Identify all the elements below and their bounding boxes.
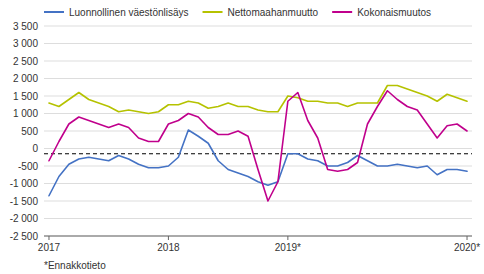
legend-swatch bbox=[332, 11, 352, 13]
grid-line bbox=[44, 218, 472, 219]
y-tick-label: 3 500 bbox=[13, 21, 38, 32]
x-tick-label: 2017 bbox=[38, 242, 61, 253]
x-axis: 2017 2018 2019* 2020* bbox=[38, 236, 480, 253]
chart: -2 500 -2 000 -1 500 -1 000 -500 0 500 1 000 1 5… bbox=[0, 0, 484, 274]
grid-line bbox=[44, 43, 472, 44]
grid-line bbox=[44, 61, 472, 62]
reference-line bbox=[44, 153, 472, 154]
y-tick-labels: -2 500 -2 000 -1 500 -1 000 -500 0 500 1 000 1 5… bbox=[10, 21, 39, 242]
grid-line bbox=[44, 26, 472, 27]
grid-line bbox=[44, 148, 472, 149]
y-tick-label: 2 500 bbox=[13, 56, 38, 67]
series-line bbox=[49, 130, 467, 196]
legend-label: Luonnollinen väestönlisäys bbox=[69, 7, 189, 18]
y-tick-label: 2 000 bbox=[13, 73, 38, 84]
x-tick-label: 2019* bbox=[275, 242, 301, 253]
x-tick bbox=[467, 236, 468, 240]
x-tick-label: 2020* bbox=[454, 242, 480, 253]
chart-container: -2 500 -2 000 -1 500 -1 000 -500 0 500 1 000 1 5… bbox=[0, 0, 484, 274]
grid-line bbox=[44, 131, 472, 132]
legend: Luonnollinen väestönlisäys Nettomaahanmuu… bbox=[44, 7, 431, 18]
x-tick bbox=[287, 236, 288, 240]
series-line bbox=[49, 86, 467, 114]
x-tick bbox=[168, 236, 169, 240]
grid-line bbox=[44, 78, 472, 79]
y-tick-label: -1 500 bbox=[10, 196, 39, 207]
legend-swatch bbox=[44, 11, 64, 13]
grid-line bbox=[44, 113, 472, 114]
footnote: *Ennakkotieto bbox=[44, 260, 106, 271]
series-line bbox=[49, 91, 467, 201]
y-tick-label: 500 bbox=[21, 126, 38, 137]
y-tick-label: 1 000 bbox=[13, 108, 38, 119]
plot-area bbox=[44, 86, 472, 202]
y-grid bbox=[44, 26, 472, 236]
grid-line bbox=[44, 96, 472, 97]
legend-label: Nettomaahanmuutto bbox=[228, 7, 319, 18]
y-tick-label: -2 500 bbox=[10, 231, 39, 242]
x-tick-label: 2018 bbox=[157, 242, 180, 253]
grid-line bbox=[44, 183, 472, 184]
legend-label: Kokonaismuutos bbox=[357, 7, 431, 18]
y-tick-label: -2 000 bbox=[10, 213, 39, 224]
y-tick-label: -1 000 bbox=[10, 178, 39, 189]
x-tick bbox=[48, 236, 49, 240]
legend-swatch bbox=[203, 11, 223, 13]
grid-line bbox=[44, 201, 472, 202]
y-tick-label: 3 000 bbox=[13, 38, 38, 49]
y-tick-label: 0 bbox=[32, 143, 38, 154]
y-tick-label: 1 500 bbox=[13, 91, 38, 102]
x-axis-line bbox=[44, 236, 472, 237]
grid-line bbox=[44, 236, 472, 237]
y-tick-label: -500 bbox=[18, 161, 38, 172]
